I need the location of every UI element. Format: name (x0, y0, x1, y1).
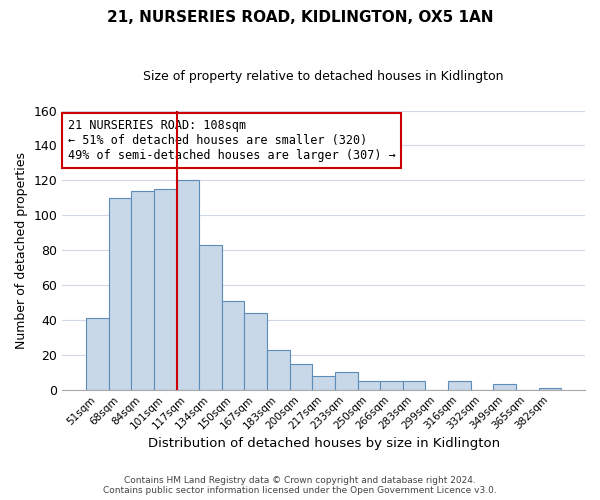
Bar (109, 198, 131, 390)
Bar (267, 350, 290, 390)
Bar (335, 372, 358, 390)
Bar (290, 364, 313, 390)
Bar (358, 381, 380, 390)
Text: 21, NURSERIES ROAD, KIDLINGTON, OX5 1AN: 21, NURSERIES ROAD, KIDLINGTON, OX5 1AN (107, 10, 493, 25)
Bar (380, 381, 403, 390)
Bar (86, 318, 109, 390)
Bar (176, 180, 199, 390)
Bar (313, 376, 335, 390)
Bar (493, 384, 516, 390)
Bar (448, 381, 471, 390)
Text: Contains HM Land Registry data © Crown copyright and database right 2024.
Contai: Contains HM Land Registry data © Crown c… (103, 476, 497, 495)
Y-axis label: Number of detached properties: Number of detached properties (15, 152, 28, 348)
X-axis label: Distribution of detached houses by size in Kidlington: Distribution of detached houses by size … (148, 437, 500, 450)
Bar (222, 300, 244, 390)
Bar (154, 189, 176, 390)
Bar (244, 313, 267, 390)
Text: 21 NURSERIES ROAD: 108sqm
← 51% of detached houses are smaller (320)
49% of semi: 21 NURSERIES ROAD: 108sqm ← 51% of detac… (68, 119, 395, 162)
Title: Size of property relative to detached houses in Kidlington: Size of property relative to detached ho… (143, 70, 504, 83)
Bar (131, 191, 154, 390)
Bar (539, 388, 561, 390)
Bar (403, 381, 425, 390)
Bar (199, 245, 222, 390)
